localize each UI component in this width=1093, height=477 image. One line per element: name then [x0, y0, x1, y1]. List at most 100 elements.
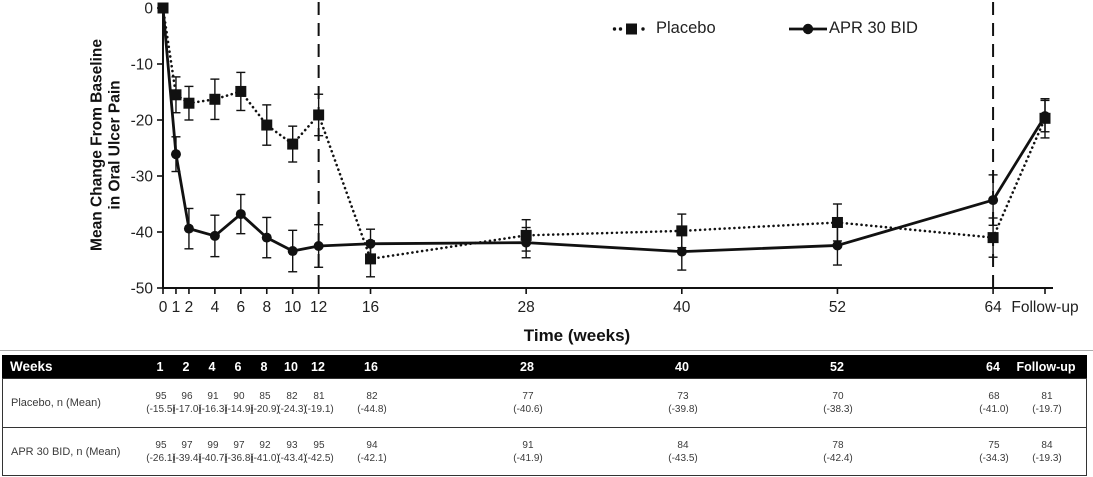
cell-n-value: 70	[832, 391, 844, 402]
x-tick-label: 40	[673, 299, 691, 316]
x-tick-label: 28	[518, 299, 535, 316]
cell-n-value: 95	[155, 439, 167, 451]
table-cell: 85 (-20.9)	[250, 390, 279, 416]
axes	[162, 4, 1053, 289]
cell-n-value: 92	[259, 439, 271, 451]
x-tick-label: 64	[984, 299, 1002, 316]
x-tick-label: 10	[284, 299, 302, 316]
legend-item-apr-30-bid: APR 30 BID	[789, 19, 918, 38]
cell-n-value: 77	[522, 391, 534, 402]
table-col-header-10: 10	[284, 360, 298, 374]
table-header-row: Weeks 1 2 4 6 8 10 12 16 28 40 52 64 Follow-up	[2, 355, 1087, 378]
table-cell: 97 (-36.8)	[224, 439, 253, 465]
table-cell: 84 (-43.5)	[668, 439, 697, 465]
cell-n-value: 99	[207, 439, 219, 451]
table-cell: 95 (-26.1)	[146, 439, 175, 465]
table-row-label: Placebo, n (Mean)	[11, 397, 101, 409]
table-cell: 92 (-41.0)	[250, 439, 279, 465]
cell-n-value: 97	[233, 439, 245, 451]
x-tick-label: 2	[185, 299, 194, 316]
cell-n-value: 90	[233, 391, 245, 402]
table-row-apr-30-bid: APR 30 BID, n (Mean) 95 (-26.1) 97 (-39.4) 99…	[3, 427, 1086, 475]
table-col-header-6: 6	[234, 360, 242, 374]
table-top-divider	[0, 350, 1093, 351]
cell-n-value: 81	[313, 391, 325, 402]
cell-mean-value: (-43.4)	[277, 452, 307, 464]
table-col-header-8: 8	[260, 360, 268, 374]
x-tick-label: 6	[237, 299, 246, 316]
cell-mean-value: (-42.5)	[304, 452, 334, 464]
cell-mean-value: (-42.4)	[823, 452, 853, 464]
y-tick-label: -10	[131, 57, 154, 74]
table-cell: 75 (-34.3)	[979, 439, 1008, 465]
table-cell: 82 (-24.3)	[277, 390, 306, 416]
cell-n-value: 82	[366, 391, 378, 402]
x-tick-label: 16	[362, 299, 379, 316]
cell-mean-value: (-14.9)	[224, 404, 254, 415]
cell-mean-value: (-39.4)	[172, 452, 202, 464]
cell-n-value: 97	[181, 439, 193, 451]
oral-ulcer-pain-line-chart: 0-10-20-30-40-500 1 2 4 6 8 10 12 16 28 40 52 64 Foll…	[131, 1, 1079, 317]
reference-lines	[317, 2, 995, 288]
table-row-placebo: Placebo, n (Mean) 95 (-15.5) 96 (-17.0) 91 (-1…	[3, 379, 1086, 427]
cell-mean-value: (-16.3)	[198, 404, 228, 415]
table-cell: 78 (-42.4)	[823, 439, 852, 465]
table-cell: 95 (-15.5)	[146, 390, 175, 416]
cell-n-value: 94	[366, 439, 378, 451]
table-header-weeks-label: Weeks	[10, 359, 53, 374]
cell-mean-value: (-36.8)	[224, 452, 254, 464]
table-col-header-2: 2	[182, 360, 190, 374]
table-col-header-64: 64	[986, 360, 1000, 374]
table-cell: 84 (-19.3)	[1032, 439, 1061, 465]
x-tick-label: 4	[211, 299, 220, 316]
cell-mean-value: (-19.3)	[1032, 452, 1062, 464]
cell-n-value: 93	[286, 439, 298, 451]
cell-mean-value: (-40.6)	[513, 404, 543, 415]
cell-n-value: 85	[259, 391, 271, 402]
cell-n-value: 78	[832, 439, 844, 451]
table-cell: 96 (-17.0)	[172, 390, 201, 416]
table-cell: 81 (-19.7)	[1032, 390, 1061, 416]
y-axis-title-line1: Mean Change From Baseline	[88, 39, 106, 251]
table-col-header-52: 52	[830, 360, 844, 374]
table-cell: 95 (-42.5)	[304, 439, 333, 465]
cell-mean-value: (-41.9)	[513, 452, 543, 464]
x-axis-ticks: 0 1 2 4 6 8 10 12 16 28 40 52 64 Follow-up	[159, 288, 1079, 316]
cell-n-value: 91	[522, 439, 534, 451]
legend-label-placebo: Placebo	[656, 19, 716, 37]
table-col-header-12: 12	[311, 360, 325, 374]
series-line-placebo	[161, 6, 1047, 261]
cell-mean-value: (-17.0)	[172, 404, 202, 415]
table-cell: 77 (-40.6)	[513, 390, 542, 416]
x-tick-label: Follow-up	[1011, 299, 1078, 316]
y-axis-title-line2: in Oral Ulcer Pain	[107, 80, 124, 210]
table-col-header-4: 4	[208, 360, 216, 374]
table-col-header-1: 1	[156, 360, 164, 374]
y-axis-title: Mean Change From Baseline in Oral Ulcer …	[89, 39, 126, 251]
cell-n-value: 81	[1041, 391, 1053, 402]
summary-table: Weeks 1 2 4 6 8 10 12 16 28 40 52 64 Follow-up Place…	[0, 350, 1093, 477]
table-col-header-28: 28	[520, 360, 534, 374]
y-tick-label: -30	[131, 169, 154, 186]
y-tick-label: -50	[131, 281, 154, 298]
cell-mean-value: (-34.3)	[979, 452, 1009, 464]
table-cell: 81 (-19.1)	[304, 390, 333, 416]
cell-n-value: 95	[155, 391, 167, 402]
x-tick-label: 8	[262, 299, 271, 316]
cell-mean-value: (-42.1)	[357, 452, 387, 464]
x-tick-label: 52	[829, 299, 846, 316]
table-col-header-follow-up: Follow-up	[1016, 360, 1076, 374]
series-markers-apr-30-bid	[158, 3, 1050, 257]
cell-n-value: 82	[286, 391, 298, 402]
cell-mean-value: (-44.8)	[357, 404, 387, 415]
cell-mean-value: (-24.3)	[277, 404, 307, 415]
y-tick-label: 0	[144, 1, 153, 18]
cell-n-value: 96	[181, 391, 193, 402]
solid-circle-marker-icon	[789, 23, 827, 34]
table-cell: 68 (-41.0)	[979, 390, 1008, 416]
table-cell: 93 (-43.4)	[277, 439, 306, 465]
cell-mean-value: (-43.5)	[668, 452, 698, 464]
table-cell: 99 (-40.7)	[198, 439, 227, 465]
table-cell: 91 (-16.3)	[198, 390, 227, 416]
cell-mean-value: (-40.7)	[198, 452, 228, 464]
